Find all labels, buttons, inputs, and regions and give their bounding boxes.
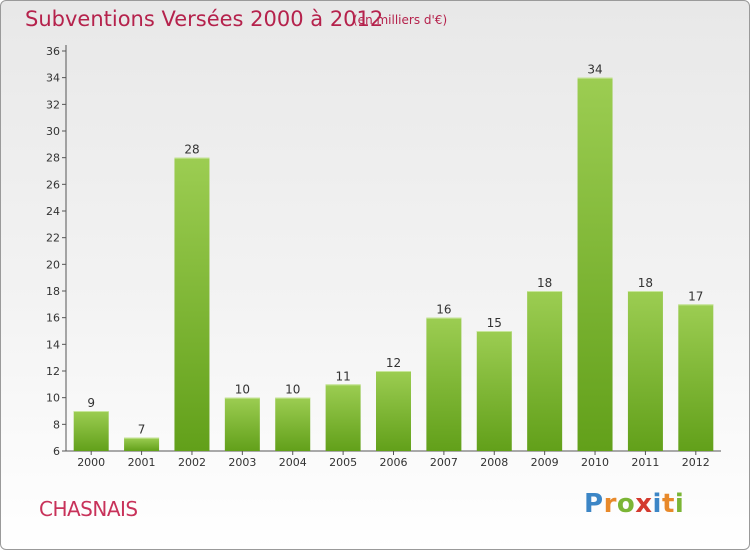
x-tick-label: 2011	[631, 456, 659, 469]
y-tick-label: 22	[46, 232, 60, 245]
data-label: 12	[386, 356, 401, 370]
bar	[627, 291, 663, 451]
x-tick-label: 2001	[128, 456, 156, 469]
y-tick-label: 20	[46, 258, 60, 271]
x-tick-label: 2007	[430, 456, 458, 469]
logo-letter: P	[584, 489, 604, 519]
y-tick-label: 12	[46, 365, 60, 378]
data-label: 7	[138, 423, 146, 437]
logo-letter: x	[635, 489, 653, 519]
data-label: 10	[235, 383, 250, 397]
chart-title: Subventions Versées 2000 à 2012	[25, 7, 384, 31]
data-label: 10	[285, 383, 300, 397]
y-tick-label: 24	[46, 205, 60, 218]
chart-subtitle: (en milliers d'€)	[353, 13, 448, 27]
bar	[577, 77, 613, 452]
data-label: 15	[487, 316, 502, 330]
y-tick-label: 6	[53, 445, 60, 458]
data-label: 17	[688, 289, 703, 303]
y-tick-label: 10	[46, 392, 60, 405]
logo-letter: i	[674, 489, 685, 519]
y-tick-label: 14	[46, 338, 60, 351]
bar	[376, 371, 411, 451]
commune-name: CHASNAIS	[39, 497, 138, 521]
y-tick-label: 36	[46, 45, 60, 58]
bar	[174, 157, 210, 451]
bar	[224, 397, 260, 451]
logo-letter: o	[616, 489, 636, 519]
data-label: 16	[436, 303, 451, 317]
y-tick-label: 34	[46, 72, 60, 85]
y-tick-label: 18	[46, 285, 60, 298]
data-label: 18	[537, 276, 552, 290]
bar	[527, 291, 563, 451]
data-label: 34	[587, 63, 602, 77]
x-tick-label: 2000	[77, 456, 105, 469]
bar	[678, 304, 714, 451]
bar	[325, 384, 361, 451]
data-label: 28	[184, 143, 199, 157]
x-tick-label: 2009	[531, 456, 559, 469]
bars: 9 7 28 10 10 11 12 16 15 18 34 18 17	[73, 63, 714, 452]
x-tick-label: 2005	[329, 456, 357, 469]
bar	[124, 437, 160, 451]
y-tick-label: 28	[46, 152, 60, 165]
y-tick-label: 26	[46, 178, 60, 191]
y-tick-label: 16	[46, 312, 60, 325]
logo-letter: r	[603, 489, 617, 519]
x-tick-label: 2012	[682, 456, 710, 469]
x-tick-label: 2003	[228, 456, 256, 469]
y-tick-label: 8	[53, 418, 60, 431]
data-label: 11	[335, 369, 350, 383]
x-tick-label: 2004	[279, 456, 307, 469]
bar	[73, 411, 109, 451]
data-label: 18	[638, 276, 653, 290]
logo-letter: i	[652, 489, 662, 519]
x-tick-label: 2010	[581, 456, 609, 469]
bar	[426, 317, 462, 451]
logo-letter: t	[661, 489, 675, 519]
proxiti-logo[interactable]: Proxiti	[584, 489, 684, 519]
x-tick-label: 2006	[380, 456, 408, 469]
x-tick-label: 2002	[178, 456, 206, 469]
data-label: 9	[87, 396, 95, 410]
y-axis: 6 8 10 12 14 16 18 20 22 24 26 28 30 32 34 36	[46, 45, 67, 458]
y-tick-label: 30	[46, 125, 60, 138]
x-axis: 2000 2001 2002 2003 2004 2005 2006 2007 2008 2009…	[66, 450, 721, 469]
bar	[476, 331, 512, 451]
bar	[275, 397, 311, 451]
x-tick-label: 2008	[480, 456, 508, 469]
y-tick-label: 32	[46, 98, 60, 111]
